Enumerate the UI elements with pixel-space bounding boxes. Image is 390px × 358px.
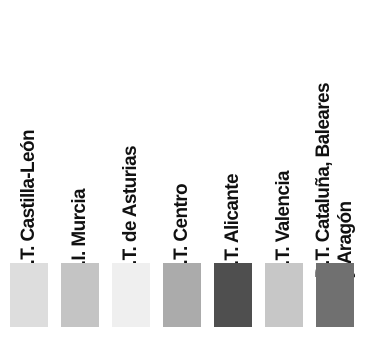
legend-swatch bbox=[163, 263, 201, 327]
legend-label: D.T. Castilla-León bbox=[18, 130, 39, 278]
legend-swatch bbox=[265, 263, 303, 327]
legend-swatch bbox=[10, 263, 48, 327]
legend-label: D.T. de Asturias bbox=[120, 145, 141, 278]
legend-swatch bbox=[214, 263, 252, 327]
legend-label: D.T. Cataluña, Baleares y Aragón bbox=[313, 82, 356, 278]
legend-swatch bbox=[316, 263, 354, 327]
legend-label: D.T. Valencia bbox=[273, 170, 294, 278]
legend-swatch bbox=[61, 263, 99, 327]
legend-swatch bbox=[112, 263, 150, 327]
